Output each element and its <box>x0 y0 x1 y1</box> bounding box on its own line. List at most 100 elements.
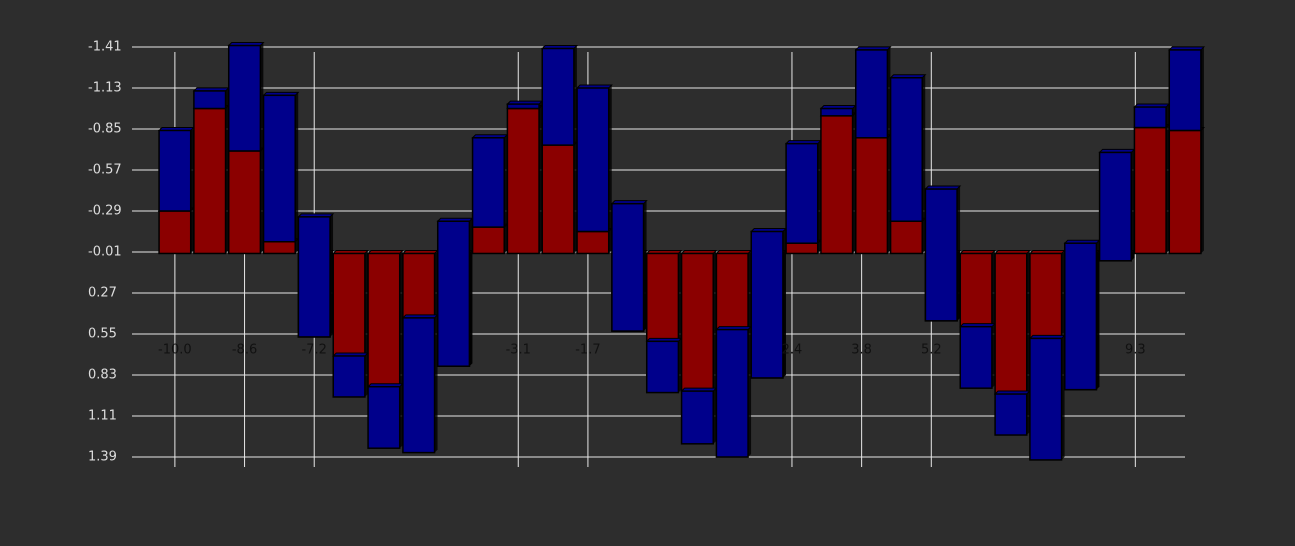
bar <box>855 49 889 139</box>
bar <box>227 44 262 152</box>
bar <box>541 47 575 146</box>
bar <box>1064 242 1098 391</box>
bar-side <box>190 127 194 211</box>
bar <box>506 103 540 110</box>
bar-side <box>887 46 891 138</box>
bar-side <box>922 74 926 222</box>
bar <box>889 220 923 255</box>
bar-side <box>190 208 194 254</box>
y-tick-label: 1.39 <box>88 450 117 465</box>
bar <box>541 144 575 255</box>
bar-side <box>1096 240 1100 390</box>
bar <box>332 252 366 357</box>
bar-side <box>678 250 682 342</box>
x-tick-label: 2.4 <box>782 343 803 358</box>
bar-side <box>678 338 682 393</box>
bar <box>367 385 401 449</box>
y-tick-label: -0.01 <box>88 245 122 260</box>
bar <box>332 355 366 398</box>
bar <box>924 188 958 322</box>
bar <box>1029 252 1063 340</box>
bar <box>855 137 889 255</box>
bar-side <box>399 250 403 387</box>
bar <box>367 252 401 388</box>
x-tick-label: -1.7 <box>575 343 600 358</box>
x-tick-label: 9.3 <box>1125 343 1146 358</box>
bar <box>158 129 192 212</box>
bar-side <box>1061 335 1065 460</box>
bar <box>1029 337 1063 461</box>
bar <box>576 87 610 233</box>
bar <box>471 137 505 228</box>
bar-side <box>991 250 995 327</box>
bar-side <box>1131 149 1135 261</box>
bar <box>402 252 436 319</box>
bar <box>297 216 331 338</box>
x-tick-label: -3.1 <box>506 343 531 358</box>
bar <box>785 142 819 244</box>
bar <box>262 241 296 255</box>
y-tick-label: 0.55 <box>88 327 117 342</box>
bar <box>645 340 680 394</box>
x-tick-label: -10.0 <box>158 343 192 358</box>
bar-side <box>539 101 543 109</box>
bar-side <box>643 200 647 332</box>
bar-side <box>1166 104 1170 128</box>
bar-side <box>608 228 612 254</box>
bar <box>576 230 610 255</box>
bar <box>436 220 471 367</box>
bar <box>994 393 1028 436</box>
bar <box>1168 49 1202 132</box>
bar-side <box>1166 124 1170 254</box>
bar <box>506 107 540 255</box>
bar-side <box>573 45 577 146</box>
y-tick-label: -0.85 <box>88 122 122 137</box>
y-tick-label: -1.41 <box>88 40 122 55</box>
bar-side <box>260 147 264 254</box>
bar <box>680 252 714 392</box>
bar-side <box>608 85 612 232</box>
bar <box>471 226 505 255</box>
bar-side <box>887 134 891 254</box>
bar-side <box>399 383 403 449</box>
bar-side <box>922 218 926 254</box>
y-tick-label: -0.29 <box>88 204 122 219</box>
bar <box>611 202 645 332</box>
x-tick-label: -7.2 <box>302 343 327 358</box>
bar <box>402 317 436 454</box>
bar <box>785 242 819 255</box>
y-tick-label: 1.11 <box>88 409 117 424</box>
bar <box>227 150 262 255</box>
bar <box>193 90 227 110</box>
bar <box>1133 126 1167 255</box>
bar-side <box>1200 46 1204 131</box>
bar <box>820 107 854 117</box>
bar <box>262 94 296 243</box>
bar <box>715 252 749 331</box>
bar <box>1133 106 1167 129</box>
bar <box>889 77 923 222</box>
x-tick-label: 5.2 <box>921 343 942 358</box>
bar <box>820 115 854 255</box>
bar <box>715 328 749 458</box>
bar-side <box>1200 127 1204 254</box>
bar <box>959 252 993 328</box>
bar-side <box>573 142 577 254</box>
bar <box>994 252 1028 395</box>
y-tick-label: -1.13 <box>88 81 122 96</box>
bar-side <box>260 42 264 151</box>
x-tick-label: -8.6 <box>232 343 257 358</box>
bar <box>680 390 714 445</box>
bar <box>645 252 680 343</box>
bar <box>1168 129 1202 255</box>
x-tick-label: 3.8 <box>851 343 872 358</box>
bar-side <box>991 323 995 389</box>
bar <box>193 107 227 255</box>
bar <box>959 325 993 389</box>
bar-side <box>539 105 543 254</box>
bar-side <box>1061 250 1065 339</box>
bar-side <box>852 112 856 254</box>
bar <box>750 230 784 379</box>
y-tick-label: 0.83 <box>88 368 117 383</box>
